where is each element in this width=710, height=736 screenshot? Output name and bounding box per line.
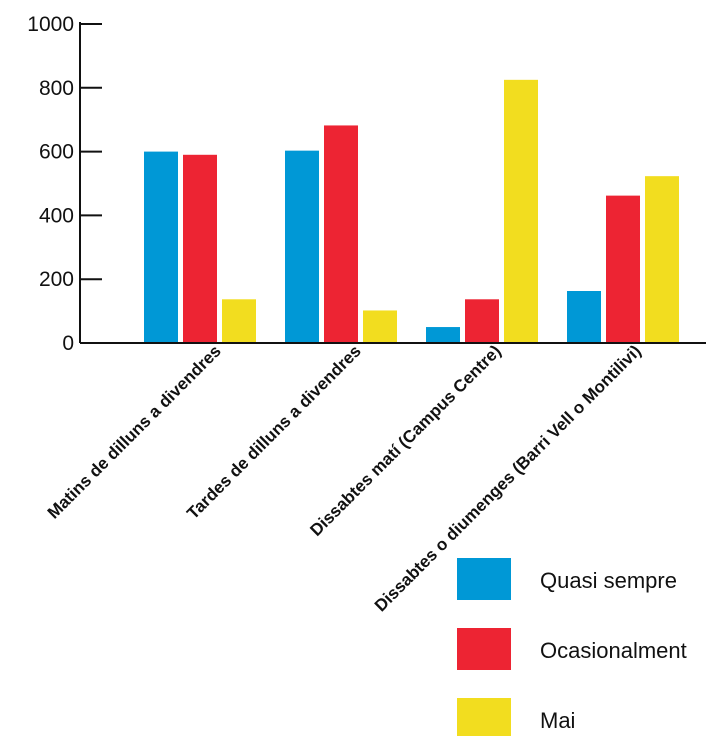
bar-1-2 (285, 150, 319, 343)
bar-3-3 (504, 79, 538, 343)
legend-swatch-1 (457, 558, 511, 600)
legend-swatch-3 (457, 698, 511, 736)
bar-2-1 (183, 154, 217, 343)
y-tick-label: 0 (62, 332, 74, 355)
bar-1-1 (144, 151, 178, 343)
bars-group (144, 79, 679, 343)
legend-swatch-2 (457, 628, 511, 670)
y-tick-label: 800 (39, 77, 74, 100)
bar-1-4 (567, 291, 601, 343)
bar-3-2 (363, 310, 397, 343)
legend-label-3: Mai (540, 708, 575, 733)
y-tick-label: 200 (39, 268, 74, 291)
y-ticks-group: 0 200 400 600 800 1000 (27, 13, 102, 355)
legend-label-2: Ocasionalment (540, 638, 687, 663)
y-tick-label: 1000 (27, 13, 74, 36)
y-tick-label: 600 (39, 141, 74, 164)
bar-2-4 (606, 195, 640, 343)
bar-3-4 (645, 176, 679, 343)
bar-1-3 (426, 327, 460, 343)
axes-group (79, 22, 706, 344)
bar-2-3 (465, 299, 499, 343)
bar-3-1 (222, 299, 256, 343)
y-tick-label: 400 (39, 204, 74, 227)
legend-label-1: Quasi sempre (540, 568, 677, 593)
bar-2-2 (324, 125, 358, 343)
legend: Quasi sempre Ocasionalment Mai (457, 558, 687, 736)
